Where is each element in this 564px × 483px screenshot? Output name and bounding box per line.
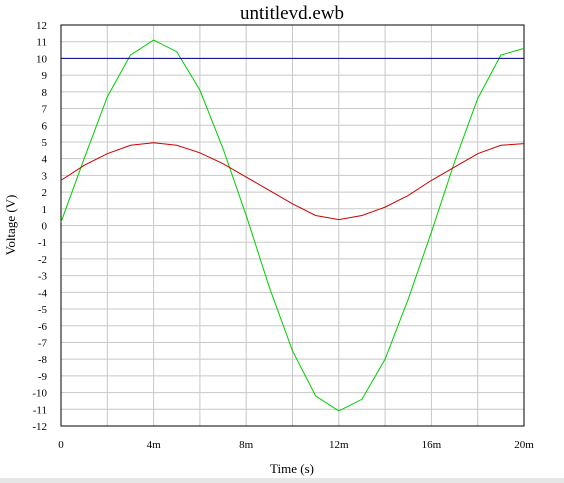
y-tick-label: -6 <box>38 321 48 333</box>
y-tick-label: 9 <box>42 70 48 82</box>
y-tick-label: 10 <box>36 53 48 65</box>
y-tick-label: 5 <box>42 137 48 149</box>
x-axis-label: Time (s) <box>270 461 314 476</box>
y-tick-label: -2 <box>38 254 47 266</box>
series-line-1 <box>60 39 525 412</box>
x-tick-label: 16m <box>422 439 442 451</box>
y-tick-label: -1 <box>38 237 47 249</box>
y-tick-label: -11 <box>33 404 47 416</box>
y-tick-label: 6 <box>42 120 48 132</box>
y-tick-label: 8 <box>42 87 48 99</box>
y-tick-label: -8 <box>38 354 48 366</box>
bottom-scroll-strip <box>0 478 564 483</box>
y-axis-tick-labels: -12-11-10-9-8-7-6-5-4-3-2-10123456789101… <box>32 20 47 433</box>
y-tick-label: -4 <box>38 287 48 299</box>
y-tick-label: 4 <box>42 154 48 166</box>
x-tick-label: 8m <box>239 439 254 451</box>
y-tick-label: -5 <box>38 304 48 316</box>
x-tick-label: 0 <box>58 439 64 451</box>
plot-area-border <box>60 24 525 427</box>
y-tick-label: -12 <box>32 421 47 433</box>
y-tick-label: 0 <box>42 221 48 233</box>
y-tick-label: 12 <box>36 20 47 32</box>
y-tick-label: 11 <box>36 37 47 49</box>
y-axis-label: Voltage (V) <box>3 195 18 256</box>
x-tick-label: 20m <box>514 439 534 451</box>
x-axis-tick-labels: 0 4m 8m 12m 16m 20m <box>58 439 534 451</box>
x-tick-label: 12m <box>329 439 349 451</box>
chart-title: untitlevd.ewb <box>240 3 344 24</box>
y-tick-label: -7 <box>38 337 48 349</box>
y-tick-label: 1 <box>42 204 48 216</box>
y-tick-label: -10 <box>32 388 47 400</box>
y-tick-label: 3 <box>42 170 48 182</box>
y-tick-label: 7 <box>42 104 48 116</box>
series-layer <box>60 39 525 412</box>
y-tick-label: -9 <box>38 371 48 383</box>
x-tick-label: 4m <box>147 439 162 451</box>
y-tick-label: -3 <box>38 271 48 283</box>
series-line-2 <box>60 142 525 221</box>
y-tick-label: 2 <box>42 187 48 199</box>
